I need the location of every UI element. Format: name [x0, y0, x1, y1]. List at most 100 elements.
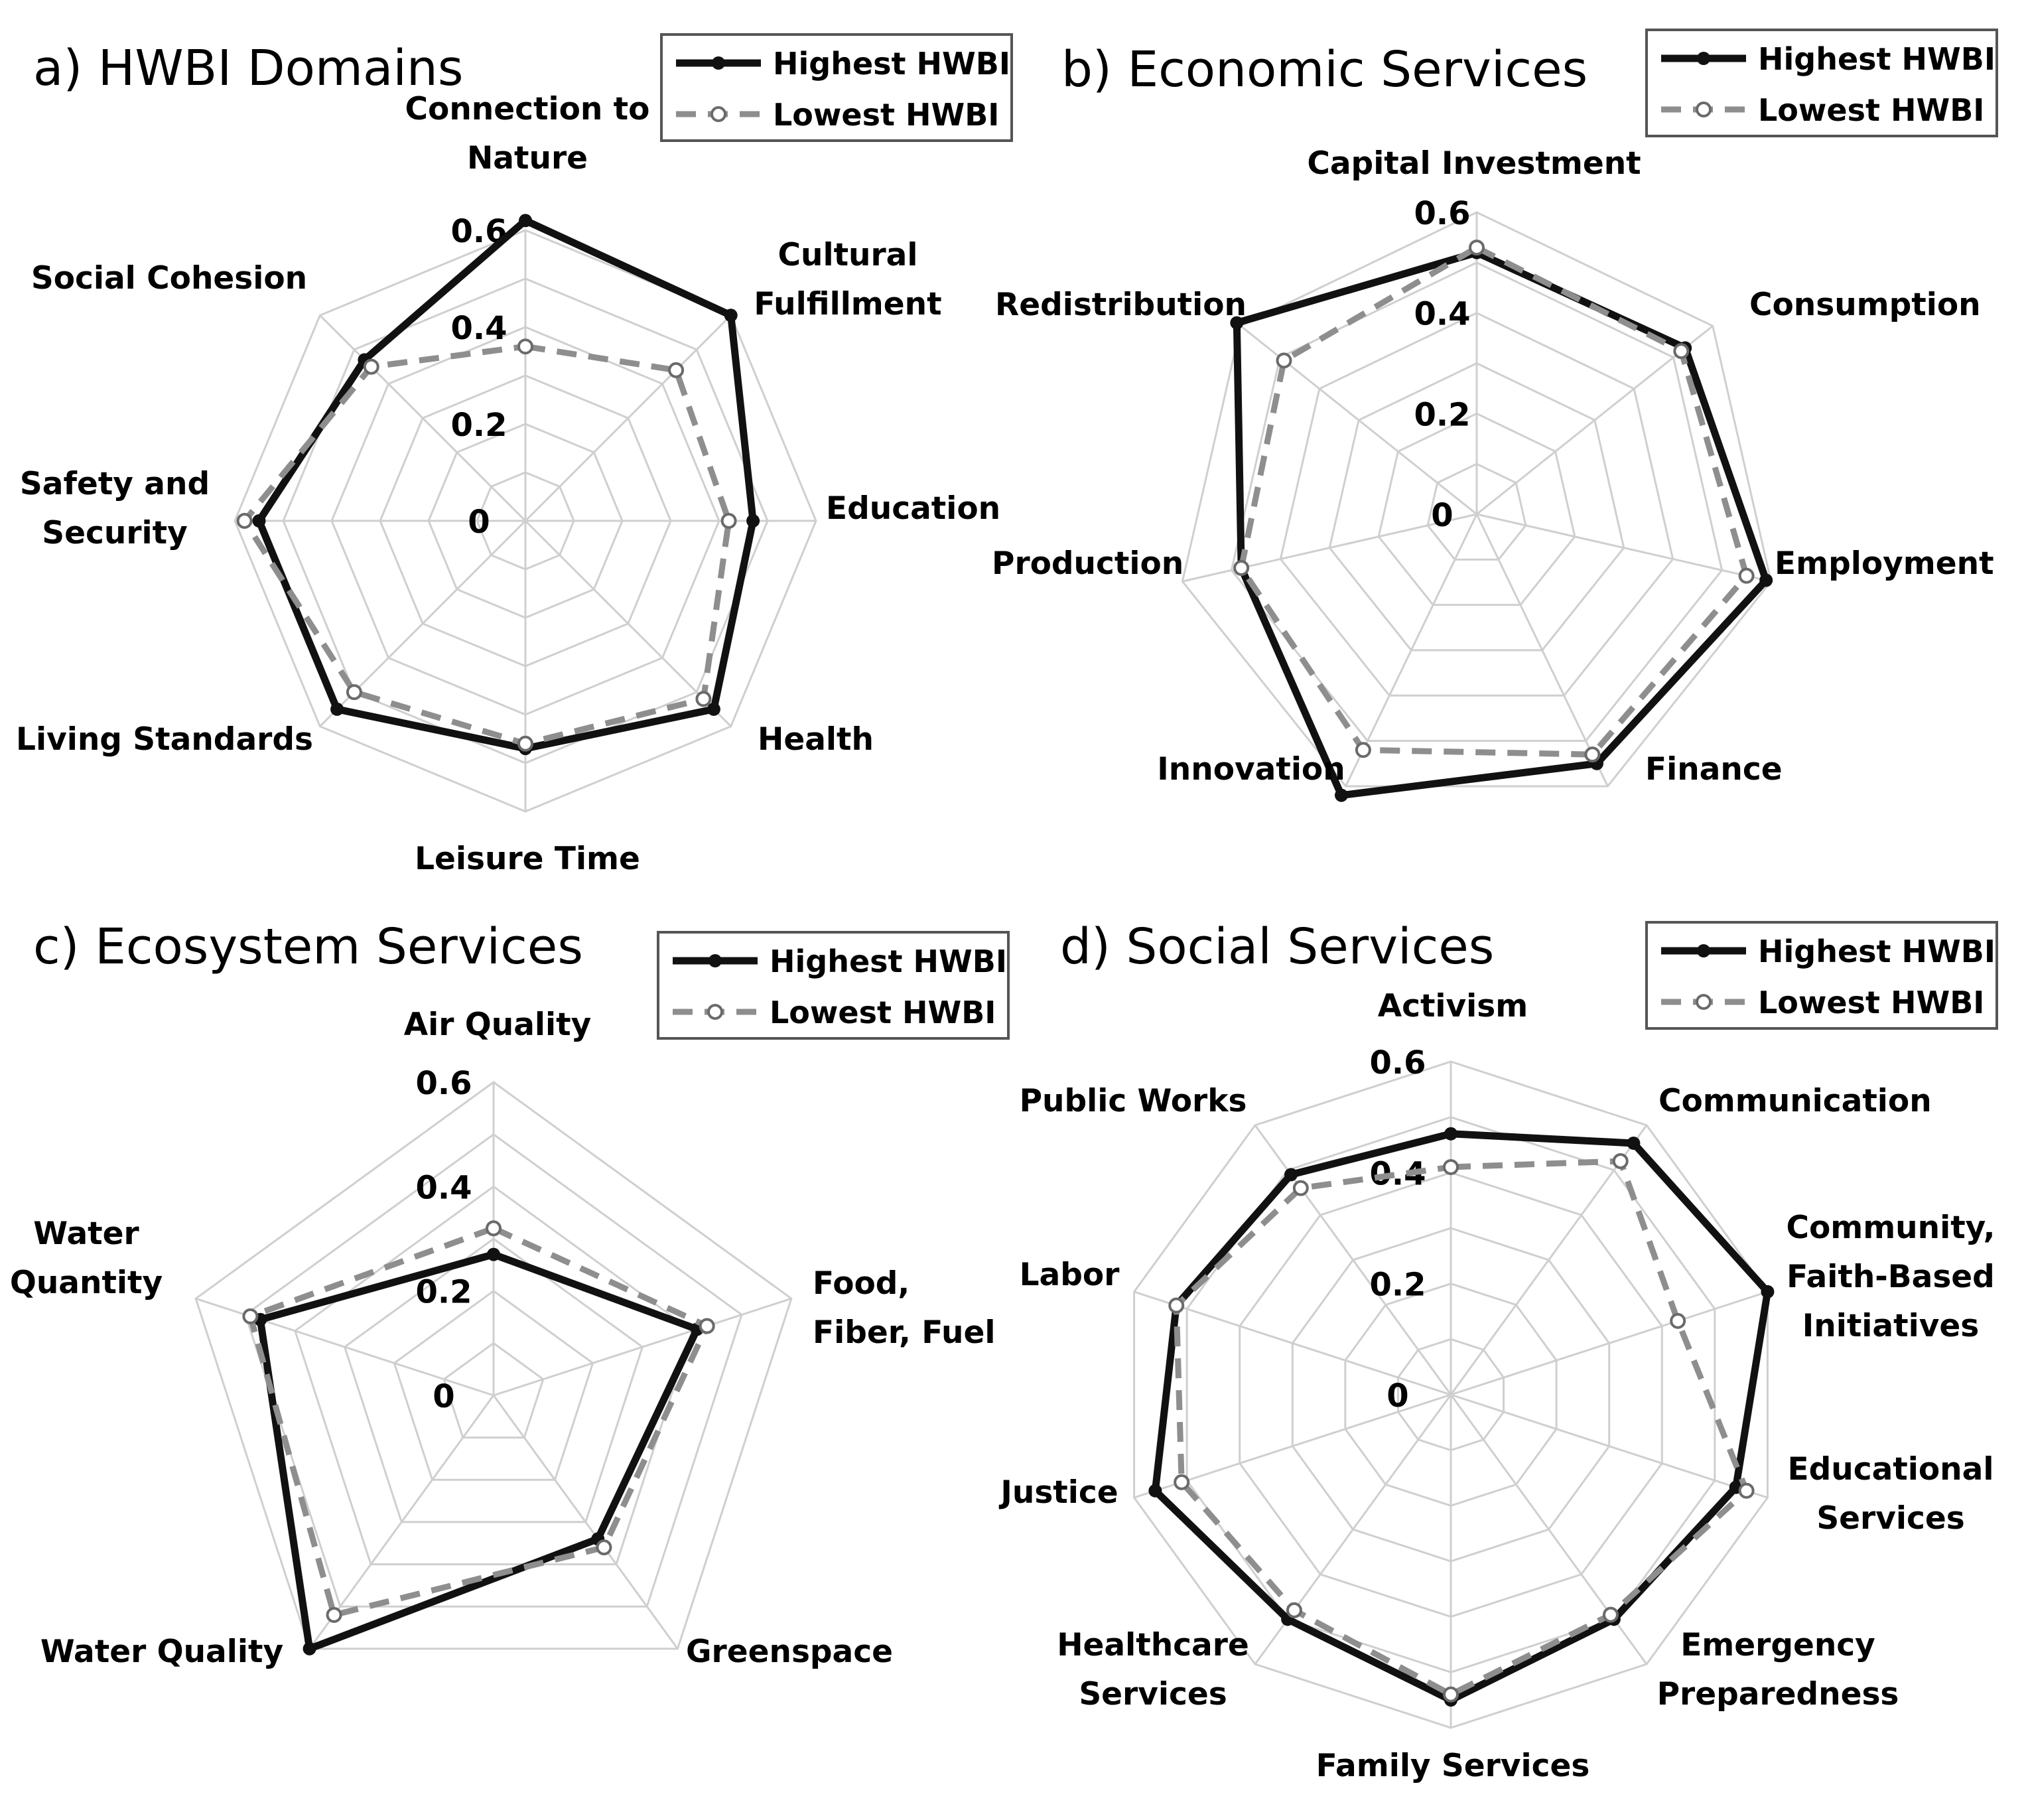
data-point-lowest: [517, 338, 533, 355]
axis-spoke: [493, 1297, 792, 1397]
tick-label: 0: [433, 1378, 454, 1415]
data-point-lowest: [1670, 1312, 1686, 1329]
tick-label: 0.2: [415, 1274, 472, 1311]
legend-label-lowest: Lowest HWBI: [1758, 92, 1984, 128]
axis-label-leisure-time: Leisure Time: [415, 841, 640, 877]
data-point-lowest: [1738, 567, 1755, 584]
axis-label-air-quality: Air Quality: [404, 1007, 591, 1043]
legend-box: [660, 33, 1013, 142]
axis-label-food-fiber-fuel: Food, Fiber, Fuel: [813, 1265, 995, 1351]
legend-label-lowest: Lowest HWBI: [1758, 985, 1984, 1020]
data-point-lowest: [1174, 1474, 1190, 1490]
grid-ring: [442, 1342, 545, 1439]
tick-label: 0: [468, 504, 490, 541]
radar-panel-c-ecosystem-services: 0 0.2 0.4 0.6 Air Quality Food, Fiber, Fuel Gre…: [10, 918, 1010, 1670]
tick-label: 0.2: [1369, 1267, 1426, 1304]
data-point-highest: [303, 1642, 316, 1655]
grid-ring: [1377, 412, 1576, 606]
axis-label-production: Production: [992, 545, 1183, 582]
data-point-highest: [1230, 316, 1244, 330]
tick-label: 0.6: [1414, 195, 1470, 232]
axis-spoke: [1134, 1291, 1452, 1396]
axis-label-water-quality: Water Quality: [40, 1634, 283, 1670]
grid-ring: [1279, 312, 1674, 697]
tick-label: 0.6: [1369, 1044, 1426, 1082]
data-point-highest: [1148, 1484, 1162, 1498]
grid-ring: [1426, 462, 1527, 561]
data-point-lowest: [699, 1318, 715, 1334]
axis-label-healthcare-services: Healthcare Services: [1057, 1627, 1249, 1713]
tick-label: 0.4: [415, 1169, 472, 1206]
grid-ring: [1181, 211, 1773, 788]
series-line-highest: [255, 216, 757, 752]
legend-marker-lowest: [1696, 994, 1712, 1010]
axis-label-water-quantity: Water Quantity: [10, 1216, 163, 1301]
data-point-lowest: [326, 1606, 342, 1623]
axis-label-connection-to-nature: Connection to Nature: [405, 91, 650, 176]
series-line-lowest: [247, 1225, 710, 1618]
axis-label-capital-investment: Capital Investment: [1307, 145, 1641, 182]
axis-label-employment: Employment: [1775, 545, 1994, 582]
axis-spoke: [1182, 513, 1477, 583]
data-point-lowest: [1286, 1602, 1302, 1618]
axis-spoke: [1345, 514, 1478, 787]
grid-ring: [1328, 362, 1625, 652]
axis-label-consumption: Consumption: [1749, 287, 1981, 323]
panel-title: a) HWBI Domains: [33, 40, 463, 97]
legend-marker-highest: [1697, 944, 1710, 957]
axis-label-activism: Activism: [1378, 988, 1528, 1024]
axis-spoke: [492, 1395, 679, 1649]
grid-ring: [343, 1237, 644, 1523]
legend: Highest HWBI Lowest HWBI: [657, 931, 1010, 1040]
panel-title: b) Economic Services: [1061, 41, 1588, 98]
axis-label-redistribution: Redistribution: [995, 287, 1247, 323]
axis-spoke: [1450, 1124, 1648, 1395]
data-point-lowest: [1584, 746, 1601, 763]
tick-label: 0.2: [1414, 396, 1470, 433]
legend-box: [1645, 921, 1998, 1030]
data-point-highest: [724, 309, 738, 322]
tick-label: 0.2: [450, 407, 507, 444]
data-point-lowest: [1233, 559, 1250, 576]
tick-label: 0: [1386, 1377, 1408, 1415]
legend-marker-lowest: [1696, 102, 1712, 117]
legend-marker-highest: [1697, 52, 1710, 65]
data-point-highest: [1761, 1285, 1775, 1298]
axis-label-public-works: Public Works: [1020, 1083, 1247, 1119]
data-point-lowest: [1612, 1153, 1629, 1170]
data-point-lowest: [517, 735, 533, 752]
axis-label-education: Education: [826, 490, 1000, 527]
data-point-lowest: [1292, 1180, 1309, 1196]
data-point-lowest: [1738, 1482, 1755, 1499]
axis-label-communication: Communication: [1658, 1083, 1932, 1119]
legend: Highest HWBI Lowest HWBI: [1645, 29, 1998, 137]
axis-spoke: [319, 315, 527, 522]
axis-spoke: [1476, 325, 1714, 516]
axis-spoke: [1450, 1291, 1768, 1396]
grid-ring: [194, 1081, 793, 1650]
legend-label-highest: Highest HWBI: [773, 46, 1010, 82]
data-point-highest: [252, 514, 266, 527]
panel-title: d) Social Services: [1060, 918, 1494, 975]
legend-marker-highest: [709, 954, 722, 967]
data-point-lowest: [1443, 1158, 1459, 1175]
legend-box: [1645, 29, 1998, 137]
grid-ring: [244, 1133, 743, 1608]
tick-label: 0: [1431, 497, 1453, 534]
tick-label: 0.4: [1414, 296, 1470, 333]
series-line-lowest: [1173, 1158, 1750, 1698]
legend-label-highest: Highest HWBI: [1758, 934, 1995, 969]
grid-ring: [1230, 261, 1724, 742]
data-point-lowest: [486, 1220, 502, 1237]
legend-label-highest: Highest HWBI: [770, 944, 1007, 979]
data-point-highest: [519, 214, 532, 228]
legend: Highest HWBI Lowest HWBI: [1645, 921, 1998, 1030]
tick-label: 0.6: [415, 1065, 472, 1102]
legend-marker-lowest: [707, 1004, 723, 1020]
grid-ring: [293, 1185, 694, 1566]
data-point-lowest: [236, 513, 253, 529]
series-line-highest: [1151, 1130, 1771, 1704]
axis-label-justice: Justice: [998, 1474, 1118, 1511]
data-point-lowest: [242, 1308, 259, 1324]
